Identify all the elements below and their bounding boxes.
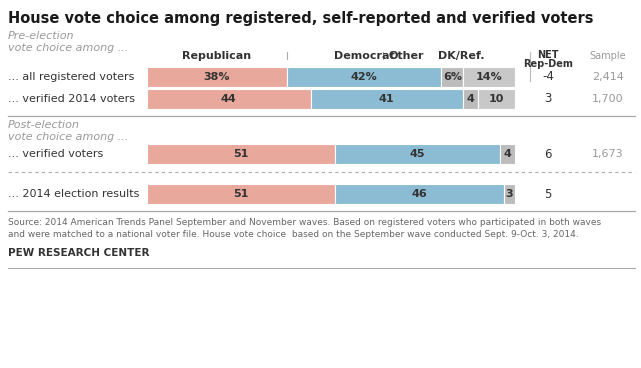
Bar <box>500 144 515 164</box>
Text: 51: 51 <box>233 189 249 199</box>
Text: Source: 2014 American Trends Panel September and November waves. Based on regist: Source: 2014 American Trends Panel Septe… <box>8 218 601 227</box>
Text: 45: 45 <box>410 149 425 159</box>
Text: ... all registered voters: ... all registered voters <box>8 72 135 82</box>
Text: vote choice among ...: vote choice among ... <box>8 132 128 142</box>
Bar <box>335 144 500 164</box>
Text: 5: 5 <box>544 188 552 201</box>
Text: Rep-Dem: Rep-Dem <box>523 59 573 69</box>
Text: -4: -4 <box>542 71 554 84</box>
Text: 44: 44 <box>221 94 237 104</box>
Text: 51: 51 <box>233 149 249 159</box>
Bar <box>147 89 310 109</box>
Text: ... 2014 election results: ... 2014 election results <box>8 189 139 199</box>
Bar <box>478 89 515 109</box>
Bar <box>147 67 287 87</box>
Text: 1,700: 1,700 <box>592 94 624 104</box>
Text: Sample: Sample <box>590 51 626 61</box>
Text: 2,414: 2,414 <box>592 72 624 82</box>
Bar <box>504 184 515 204</box>
Bar <box>310 89 463 109</box>
Text: 46: 46 <box>412 189 427 199</box>
Text: ... verified 2014 voters: ... verified 2014 voters <box>8 94 135 104</box>
Text: 4: 4 <box>504 149 512 159</box>
Text: House vote choice among registered, self-reported and verified voters: House vote choice among registered, self… <box>8 11 594 26</box>
Bar <box>147 144 335 164</box>
Text: 6%: 6% <box>443 72 462 82</box>
Text: DK/Ref.: DK/Ref. <box>438 51 485 61</box>
Text: NET: NET <box>537 50 559 60</box>
Bar <box>287 67 442 87</box>
Text: 14%: 14% <box>476 72 503 82</box>
Bar <box>335 184 504 204</box>
Text: and were matched to a national voter file. House vote choice  based on the Septe: and were matched to a national voter fil… <box>8 230 579 239</box>
Text: 42%: 42% <box>351 72 378 82</box>
Bar <box>463 89 478 109</box>
Text: Pre-election: Pre-election <box>8 31 74 41</box>
Text: 10: 10 <box>488 94 504 104</box>
Text: 3: 3 <box>506 189 513 199</box>
Text: 6: 6 <box>544 148 552 160</box>
Text: Post-election: Post-election <box>8 120 80 130</box>
Text: ... verified voters: ... verified voters <box>8 149 103 159</box>
Text: Republican: Republican <box>182 51 251 61</box>
Bar <box>463 67 515 87</box>
Text: Other: Other <box>388 51 424 61</box>
Text: 38%: 38% <box>204 72 230 82</box>
Bar <box>442 67 463 87</box>
Text: Democrat: Democrat <box>334 51 394 61</box>
Text: 1,673: 1,673 <box>592 149 624 159</box>
Text: 4: 4 <box>467 94 474 104</box>
Text: PEW RESEARCH CENTER: PEW RESEARCH CENTER <box>8 248 149 258</box>
Text: 3: 3 <box>544 92 552 106</box>
Bar <box>147 184 335 204</box>
Text: vote choice among ...: vote choice among ... <box>8 43 128 53</box>
Text: 41: 41 <box>379 94 395 104</box>
